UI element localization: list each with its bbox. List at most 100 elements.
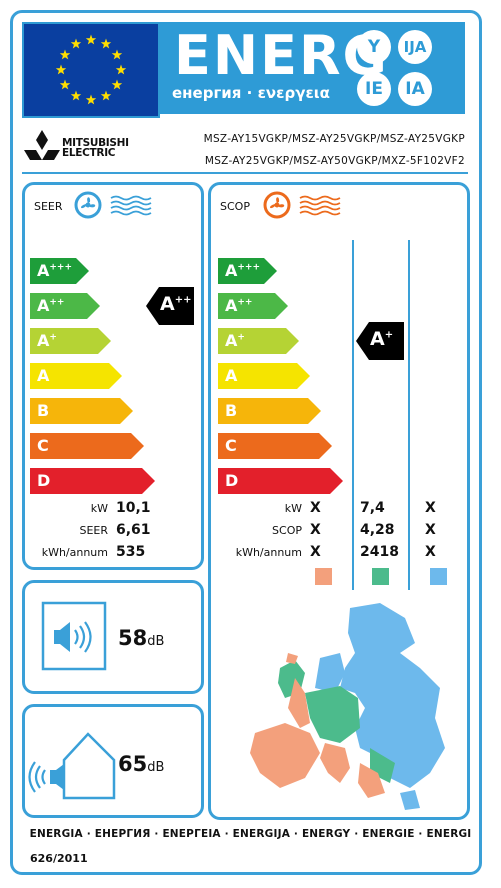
eu-star <box>70 90 82 101</box>
scop-row-label: kW <box>284 502 302 515</box>
seer-row-value: 6,61 <box>116 522 151 538</box>
eu-star <box>111 49 123 60</box>
letter-ija: IJA <box>398 30 432 64</box>
energy-class-bar: C <box>30 433 145 459</box>
energy-class-bar: A++ <box>30 293 101 319</box>
eu-star <box>85 94 97 105</box>
europe-climate-map-icon <box>250 603 445 810</box>
letter-y: Y <box>357 30 391 64</box>
scop-row-value: 2418 <box>360 544 399 560</box>
rating-arrow: A++ <box>146 287 194 325</box>
outdoor-speaker-icon <box>28 732 116 800</box>
energy-class-label: A+++ <box>225 261 261 280</box>
energ-title: ENERG <box>174 24 389 87</box>
model-list: MSZ-AY15VGKP/MSZ-AY25VGKP/MSZ-AY25VGKP M… <box>165 128 465 172</box>
energy-class-bar: A+ <box>218 328 300 354</box>
rating-arrow: A+ <box>356 322 404 360</box>
mitsubishi-logo-icon <box>24 130 60 160</box>
energy-class-label: A <box>37 366 50 385</box>
energy-class-label: A+ <box>225 331 245 350</box>
energy-class-label: A <box>225 366 238 385</box>
scop-row-value: X <box>425 500 436 516</box>
footer-languages: ENERGIA · ЕНЕРГИЯ · ΕΝΕΡΓΕΙΑ · ENERGIJA … <box>29 828 472 840</box>
seer-row-value: 10,1 <box>116 500 151 516</box>
outdoor-noise-panel <box>22 704 204 818</box>
regulation-number: 626/2011 <box>30 852 88 865</box>
scop-row-value: 7,4 <box>360 500 385 516</box>
scop-row-value: X <box>310 522 321 538</box>
seer-title: SEER <box>34 200 63 213</box>
scop-row-value: X <box>425 544 436 560</box>
energy-banner: ENERG енергия · ενεργεια Y IJA IE IA <box>160 22 465 114</box>
energy-class-bar: A+++ <box>30 258 90 284</box>
eu-star <box>59 79 71 90</box>
eu-star <box>59 49 71 60</box>
energy-class-label: D <box>225 471 239 490</box>
scop-row-label: SCOP <box>272 524 302 537</box>
indoor-noise-panel <box>22 580 204 694</box>
outdoor-noise-value: 65dB <box>118 752 164 776</box>
outdoor-db-unit: dB <box>147 760 165 775</box>
heating-fan-icon <box>263 191 341 219</box>
scop-row-value: X <box>310 544 321 560</box>
model-line-1: MSZ-AY15VGKP/MSZ-AY25VGKP/MSZ-AY25VGKP <box>203 133 465 145</box>
rating-label: A++ <box>160 293 192 315</box>
energ-subtitle: енергия · ενεργεια <box>172 84 330 102</box>
energy-class-bar: A <box>30 363 123 389</box>
energy-class-bar: A+ <box>30 328 112 354</box>
indoor-noise-value: 58dB <box>118 626 164 650</box>
climate-zone-swatch <box>430 568 447 585</box>
energy-class-bar: A++ <box>218 293 289 319</box>
energy-class-bar: D <box>218 468 344 494</box>
energy-class-bar: B <box>218 398 322 424</box>
brand-line1: MITSUBISHI <box>62 137 129 149</box>
header-divider <box>22 172 468 174</box>
indoor-db-unit: dB <box>147 634 165 649</box>
eu-stars-icon <box>55 34 127 105</box>
energy-class-label: A+++ <box>37 261 73 280</box>
cooling-fan-icon <box>74 191 152 219</box>
eu-star <box>85 34 97 45</box>
eu-star <box>100 90 112 101</box>
energy-class-label: B <box>225 401 238 420</box>
energy-class-label: A+ <box>37 331 57 350</box>
energy-class-bar: A+++ <box>218 258 278 284</box>
energy-class-bar: B <box>30 398 134 424</box>
letter-ia: IA <box>398 72 432 106</box>
model-line-2: MSZ-AY25VGKP/MSZ-AY50VGKP/MXZ-5F102VF2 <box>204 155 465 167</box>
seer-row-label: kWh/annum <box>41 546 108 559</box>
eu-flag <box>22 22 160 118</box>
label-frame <box>10 10 482 875</box>
energy-class-bar: D <box>30 468 156 494</box>
seer-panel <box>22 182 204 570</box>
seer-row-value: 535 <box>116 544 146 560</box>
energy-class-bar: C <box>218 433 333 459</box>
eu-star <box>55 64 67 75</box>
energy-class-label: B <box>37 401 50 420</box>
scop-row-label: kWh/annum <box>235 546 302 559</box>
letter-ie: IE <box>357 72 391 106</box>
seer-row-label: kW <box>90 502 108 515</box>
scop-title: SCOP <box>220 200 250 213</box>
scop-column-divider-1 <box>352 240 354 590</box>
eu-star <box>115 64 127 75</box>
energy-class-label: A++ <box>225 296 253 315</box>
seer-row-label: SEER <box>79 524 108 537</box>
rating-label: A+ <box>370 328 394 350</box>
eu-star <box>111 79 123 90</box>
indoor-db-number: 58 <box>118 626 148 650</box>
scop-panel <box>208 182 470 820</box>
energy-class-label: C <box>225 436 237 455</box>
outdoor-db-number: 65 <box>118 752 148 776</box>
indoor-speaker-icon <box>41 601 107 671</box>
scop-row-value: X <box>425 522 436 538</box>
scop-column-divider-2 <box>408 240 410 590</box>
climate-zone-swatch <box>372 568 389 585</box>
eu-star <box>70 38 82 49</box>
scop-row-value: X <box>310 500 321 516</box>
scop-row-value: 4,28 <box>360 522 395 538</box>
climate-zone-swatch <box>315 568 332 585</box>
energy-class-bar: A <box>218 363 311 389</box>
energy-class-label: D <box>37 471 51 490</box>
energy-class-label: C <box>37 436 49 455</box>
